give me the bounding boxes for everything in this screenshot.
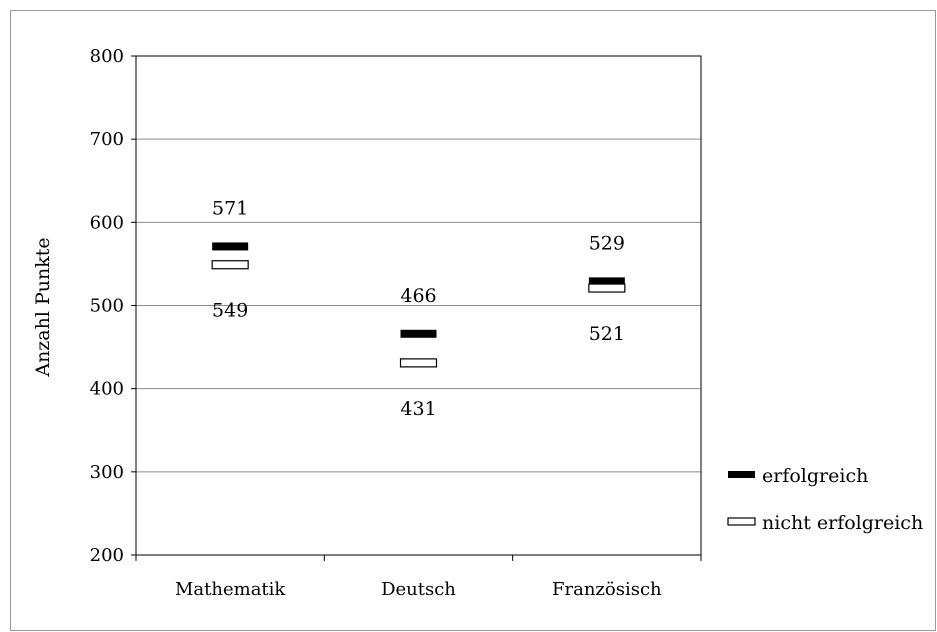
legend-label: erfolgreich — [762, 465, 868, 487]
data-label: 571 — [212, 197, 248, 219]
data-label: 549 — [212, 300, 248, 322]
y-tick-label: 200 — [90, 545, 124, 566]
marker-erfolgreich — [400, 329, 437, 338]
marker-nicht-erfolgreich — [211, 260, 249, 270]
data-label: 521 — [589, 323, 625, 345]
y-axis-label: Anzahl Punkte — [32, 237, 54, 377]
x-tick-label: Deutsch — [381, 579, 456, 600]
legend-label: nicht erfolgreich — [762, 512, 923, 534]
chart-frame — [10, 10, 936, 631]
y-tick-label: 500 — [90, 296, 124, 317]
legend: erfolgreich nicht erfolgreich — [727, 465, 923, 534]
data-label: 431 — [400, 398, 436, 420]
y-tick-label: 800 — [90, 46, 124, 67]
data-label: 466 — [400, 285, 436, 307]
data-label: 529 — [589, 232, 625, 254]
x-tick-label: Französisch — [552, 579, 662, 600]
legend-swatch — [728, 471, 755, 478]
axes: 200 300 400 500 600 700 800 Mathematik Deutsch Fr… — [90, 46, 702, 600]
data-marks — [211, 242, 626, 368]
marker-nicht-erfolgreich — [399, 358, 438, 368]
marker-nicht-erfolgreich — [588, 283, 626, 293]
marker-erfolgreich — [212, 242, 249, 251]
legend-swatch — [727, 517, 756, 526]
marker-erfolgreich — [588, 277, 625, 286]
y-tick-label: 400 — [90, 379, 124, 400]
y-tick-label: 600 — [90, 212, 124, 233]
y-tick-label: 300 — [90, 462, 124, 483]
gridlines — [136, 138, 701, 473]
data-labels: 571 549 466 431 529 521 — [212, 197, 625, 419]
x-tick-label: Mathematik — [175, 579, 286, 600]
y-tick-label: 700 — [90, 129, 124, 150]
